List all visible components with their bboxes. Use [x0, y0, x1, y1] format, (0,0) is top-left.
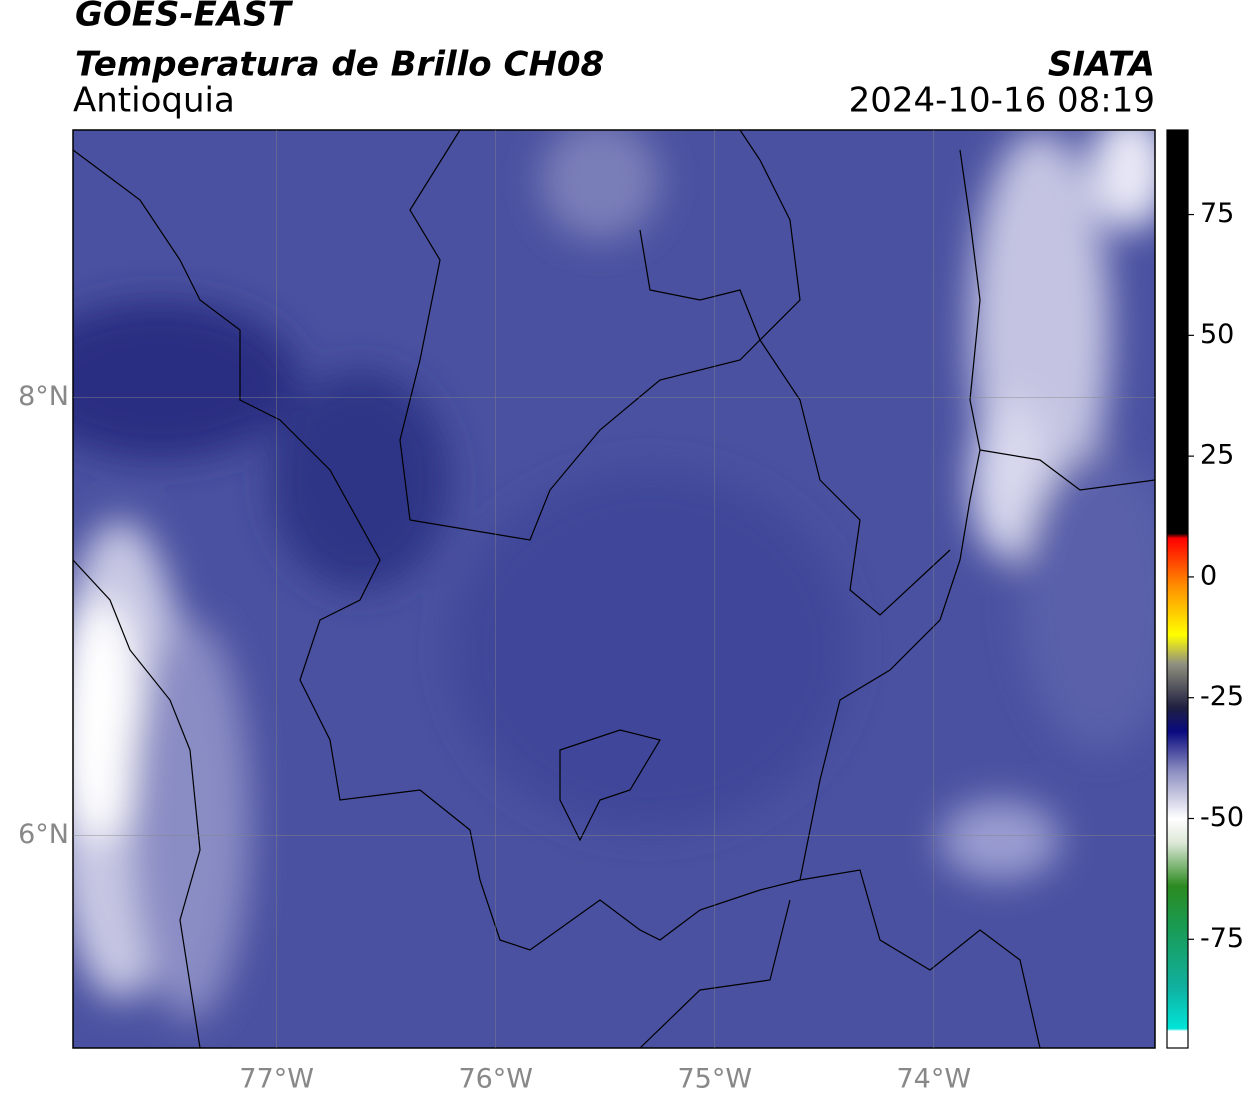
colorbar-tick-label: -50	[1200, 802, 1244, 833]
lat-tick-label: 8°N	[18, 381, 69, 412]
lon-tick-label: 76°W	[458, 1064, 533, 1095]
source-label: SIATA	[1048, 45, 1155, 85]
colorbar-tick-label: 25	[1200, 440, 1234, 471]
map-frame	[72, 129, 1156, 1049]
colorbar-tick-label: -25	[1200, 681, 1244, 712]
lon-tick-label: 77°W	[239, 1064, 314, 1095]
satellite-title: GOES-EAST	[75, 0, 294, 35]
region-label: Antioquia	[73, 81, 235, 121]
lon-tick-label: 75°W	[677, 1064, 752, 1095]
colorbar-tick-label: 0	[1200, 560, 1217, 591]
colorbar	[1166, 129, 1189, 1049]
lon-tick-label: 74°W	[897, 1064, 972, 1095]
colorbar-tick-label: 50	[1200, 319, 1234, 350]
product-title: Temperatura de Brillo CH08	[75, 45, 604, 85]
borders	[73, 130, 1155, 1048]
map-area	[73, 130, 1155, 1048]
lat-tick-label: 6°N	[18, 819, 69, 850]
datetime-label: 2024-10-16 08:19	[849, 81, 1155, 121]
colorbar-tick-label: -75	[1200, 923, 1244, 954]
brightness-field	[73, 130, 1155, 1020]
colorbar-tick-label: 75	[1200, 198, 1234, 229]
